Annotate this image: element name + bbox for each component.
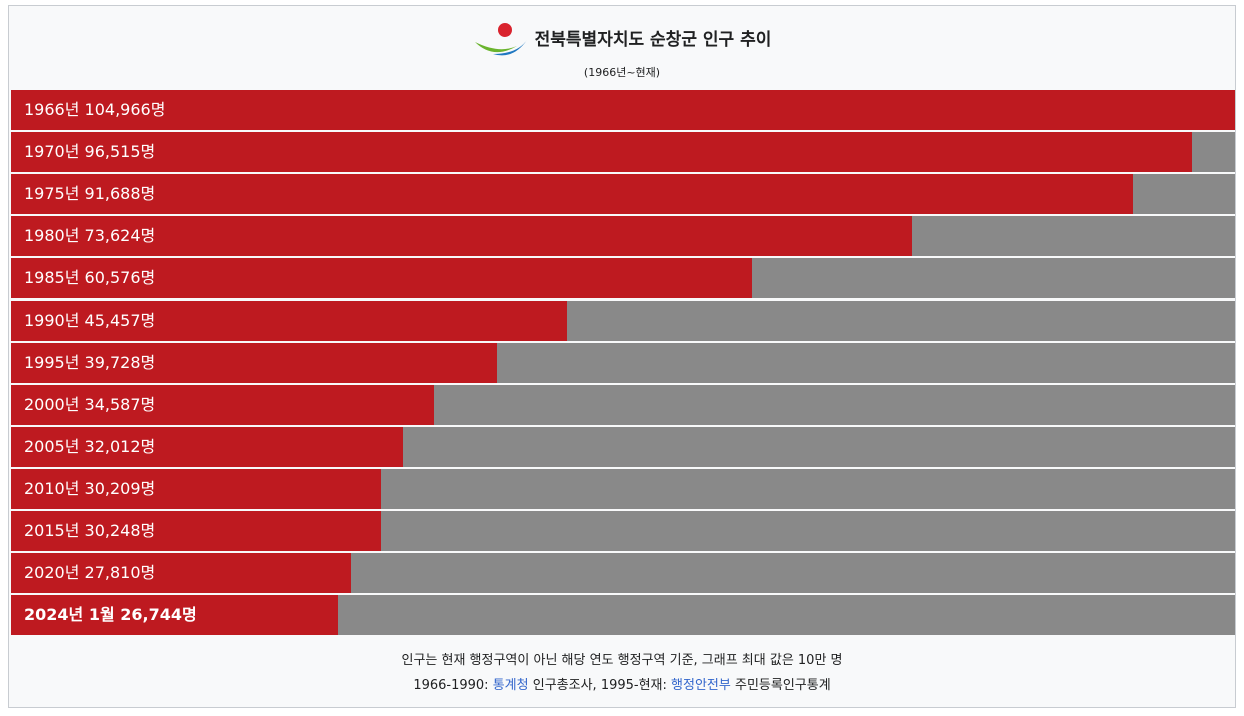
bar-label: 1966년 104,966명 bbox=[24, 90, 165, 130]
bar-row: 1990년 45,457명 bbox=[11, 300, 1235, 341]
title-bar: 전북특별자치도 순창군 인구 추이 bbox=[9, 20, 1235, 60]
footnotes: 인구는 현재 행정구역이 아닌 해당 연도 행정구역 기준, 그래프 최대 값은… bbox=[9, 648, 1235, 698]
source-text: 주민등록인구통계 bbox=[734, 678, 831, 693]
bar-label: 2010년 30,209명 bbox=[24, 469, 155, 509]
bar bbox=[11, 216, 913, 257]
value-label: 34,587명 bbox=[84, 394, 156, 414]
category-label: 2020년 bbox=[24, 563, 80, 583]
source-link[interactable]: 행정안전부 bbox=[671, 678, 731, 693]
bar-row: 1995년 39,728명 bbox=[11, 342, 1235, 383]
category-label: 2000년 bbox=[24, 394, 80, 414]
bar-label: 1990년 45,457명 bbox=[24, 301, 155, 341]
value-label: 104,966명 bbox=[84, 100, 166, 119]
value-label: 30,209명 bbox=[84, 478, 156, 498]
bar-label: 1985년 60,576명 bbox=[24, 258, 155, 298]
value-label: 39,728명 bbox=[84, 352, 156, 372]
bar-label: 2005년 32,012명 bbox=[24, 427, 155, 467]
bar bbox=[11, 132, 1193, 173]
value-label: 27,810명 bbox=[84, 563, 156, 583]
source-link[interactable]: 통계청 bbox=[492, 678, 529, 693]
bar-row: 1985년 60,576명 bbox=[11, 258, 1235, 299]
category-label: 1975년 bbox=[24, 184, 80, 204]
bar-row: 2024년 1월 26,744명 bbox=[11, 595, 1235, 636]
category-label: 2024년 1월 bbox=[24, 605, 115, 625]
bar-label: 2020년 27,810명 bbox=[24, 553, 155, 593]
note: 인구는 현재 행정구역이 아닌 해당 연도 행정구역 기준, 그래프 최대 값은… bbox=[401, 653, 843, 668]
value-label: 32,012명 bbox=[84, 436, 156, 456]
logo bbox=[474, 23, 527, 56]
value-label: 60,576명 bbox=[84, 268, 156, 288]
bar-row: 2015년 30,248명 bbox=[11, 511, 1235, 551]
bar-label: 1980년 73,624명 bbox=[24, 216, 155, 256]
bar-row: 2005년 32,012명 bbox=[11, 426, 1235, 467]
bar-row: 2020년 27,810명 bbox=[11, 553, 1235, 594]
bar-label: 2024년 1월 26,744명 bbox=[24, 595, 197, 635]
bar-row: 1980년 73,624명 bbox=[11, 216, 1235, 257]
category-label: 2015년 bbox=[24, 521, 80, 540]
category-label: 2005년 bbox=[24, 436, 80, 456]
category-label: 1990년 bbox=[24, 310, 80, 330]
bar bbox=[11, 553, 352, 594]
bar-label: 1995년 39,728명 bbox=[24, 343, 155, 383]
bar-row: 1966년 104,966명 bbox=[11, 90, 1235, 130]
value-label: 45,457명 bbox=[84, 310, 156, 330]
category-label: 1966년 bbox=[24, 100, 80, 119]
bar bbox=[11, 426, 403, 467]
category-label: 1985년 bbox=[24, 268, 80, 288]
source-text: 1966-1990: bbox=[413, 678, 489, 693]
bar bbox=[11, 511, 382, 551]
bar bbox=[11, 342, 498, 383]
value-label: 30,248명 bbox=[84, 521, 156, 540]
sources: 1966-1990: 통계청 인구총조사, 1995-현재: 행정안전부 주민등… bbox=[9, 673, 1235, 698]
chart-title: 전북특별자치도 순창군 인구 추이 bbox=[534, 30, 772, 50]
source-text: 인구총조사, 1995-현재: bbox=[532, 678, 667, 693]
bar-label: 2000년 34,587명 bbox=[24, 385, 155, 425]
bar-label: 1970년 96,515명 bbox=[24, 132, 155, 172]
bar-label: 1975년 91,688명 bbox=[24, 174, 155, 214]
bar bbox=[11, 595, 339, 636]
bar-row: 2000년 34,587명 bbox=[11, 384, 1235, 425]
category-label: 1970년 bbox=[24, 142, 80, 162]
category-label: 1995년 bbox=[24, 352, 80, 372]
value-label: 96,515명 bbox=[84, 142, 156, 162]
bar-row: 1970년 96,515명 bbox=[11, 132, 1235, 173]
bar bbox=[11, 174, 1134, 215]
bar-row: 2010년 30,209명 bbox=[11, 468, 1235, 509]
bar bbox=[11, 468, 381, 509]
category-label: 1980년 bbox=[24, 226, 80, 246]
bar bbox=[11, 90, 1235, 130]
value-label: 91,688명 bbox=[84, 184, 156, 204]
bar bbox=[11, 384, 435, 425]
chart: 전북특별자치도 순창군 인구 추이 (1966년~현재) 1966년 104,9… bbox=[8, 5, 1236, 708]
bar-row: 1975년 91,688명 bbox=[11, 174, 1235, 215]
subtitle: (1966년~현재) bbox=[583, 66, 661, 79]
bar bbox=[11, 258, 753, 299]
value-label: 26,744명 bbox=[120, 605, 197, 625]
bar-label: 2015년 30,248명 bbox=[24, 511, 155, 551]
bar bbox=[11, 300, 568, 341]
category-label: 2010년 bbox=[24, 478, 80, 498]
value-label: 73,624명 bbox=[84, 226, 156, 246]
